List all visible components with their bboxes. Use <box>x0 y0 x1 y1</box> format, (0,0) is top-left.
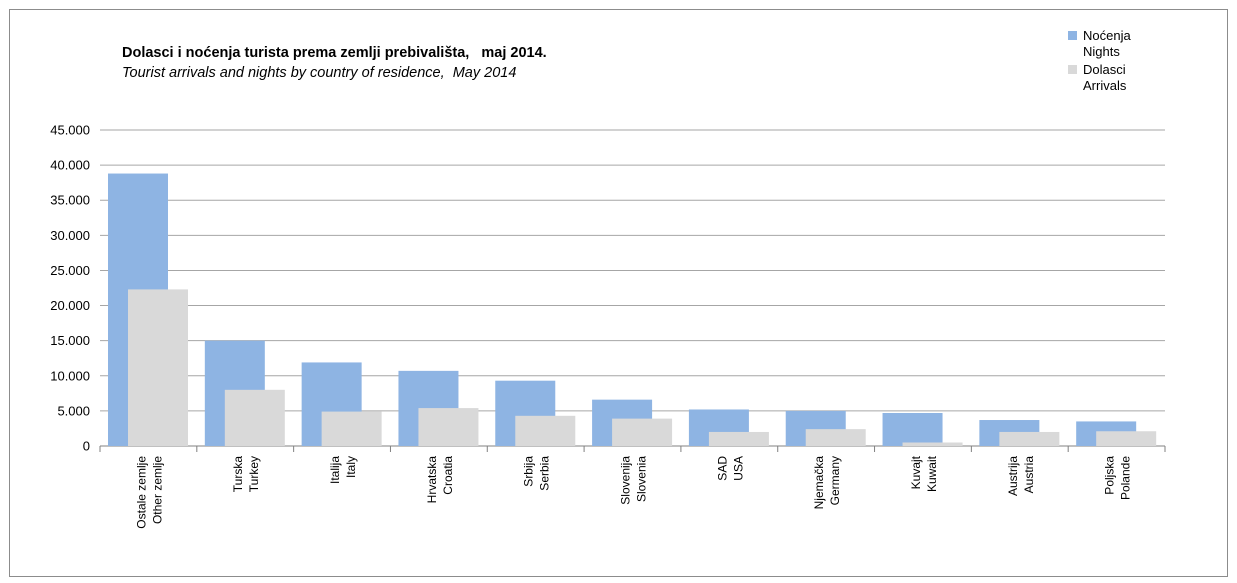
x-tick-label-english: Other zemlje <box>150 456 164 524</box>
x-tick-label-english: Slovenia <box>635 456 649 502</box>
x-tick-label-english: Kuwait <box>925 455 939 492</box>
chart-subtitle: Tourist arrivals and nights by country o… <box>122 65 516 81</box>
y-tick-label: 0 <box>83 439 90 454</box>
x-tick-label-local: Turska <box>231 456 245 493</box>
chart-title: Dolasci i noćenja turista prema zemlji p… <box>122 45 547 61</box>
bar-arrivals <box>515 415 576 446</box>
bar-arrivals <box>418 408 479 446</box>
bar-chart: Dolasci i noćenja turista prema zemlji p… <box>50 28 1166 529</box>
x-tick-label-local: Hrvatska <box>425 456 439 504</box>
x-tick-label-english: Polande <box>1119 456 1133 500</box>
y-tick-label: 40.000 <box>50 158 90 173</box>
y-tick-label: 25.000 <box>50 263 90 278</box>
y-tick-label: 5.000 <box>57 403 90 418</box>
bar-arrivals <box>999 431 1060 446</box>
bar-arrivals <box>321 411 382 446</box>
legend-label-local: Noćenja <box>1083 28 1131 43</box>
legend-label-english: Arrivals <box>1083 78 1127 93</box>
bar-arrivals <box>612 418 673 446</box>
bar-arrivals <box>1096 431 1157 446</box>
x-tick-label-local: Kuvajt <box>909 455 923 489</box>
x-tick-label-local: Ostale zemlje <box>134 456 148 529</box>
legend-swatch <box>1068 65 1077 74</box>
bar-arrivals <box>708 431 769 446</box>
x-tick-label-english: USA <box>731 456 745 481</box>
y-axis: 0 5.000 10.000 15.000 20.000 25.000 30.000 35.0… <box>50 123 90 454</box>
x-tick-label-english: Germany <box>828 456 842 505</box>
x-tick-label-english: Croatia <box>441 456 455 495</box>
x-tick-label-english: Austria <box>1022 456 1036 494</box>
legend-label-english: Nights <box>1083 44 1120 59</box>
x-tick-label-local: Italija <box>328 456 342 484</box>
x-tick-label-local: Njemačka <box>812 456 826 510</box>
x-axis: Ostale zemlje Other zemlje Turska Turkey Ita… <box>99 446 1166 529</box>
x-tick-label-english: Turkey <box>247 456 261 492</box>
x-tick-label-local: Srbija <box>522 456 536 487</box>
x-tick-label-english: Serbia <box>538 456 552 491</box>
chart-frame: Dolasci i noćenja turista prema zemlji p… <box>9 9 1228 577</box>
bar-arrivals <box>805 429 866 446</box>
bar-arrivals <box>224 389 285 446</box>
bars <box>108 173 1157 446</box>
y-tick-label: 35.000 <box>50 193 90 208</box>
y-tick-label: 30.000 <box>50 228 90 243</box>
x-tick-label-local: Slovenija <box>619 456 633 505</box>
x-tick-label-english: Italy <box>344 456 358 478</box>
y-tick-label: 10.000 <box>50 368 90 383</box>
x-tick-label-local: SAD <box>715 456 729 481</box>
legend-swatch <box>1068 31 1077 40</box>
y-tick-label: 15.000 <box>50 333 90 348</box>
y-tick-label: 20.000 <box>50 298 90 313</box>
bar-nights <box>882 412 943 446</box>
legend-label-local: Dolasci <box>1083 62 1126 77</box>
x-tick-label-local: Austrija <box>1006 456 1020 496</box>
bar-arrivals <box>128 289 188 446</box>
bar-arrivals <box>902 442 963 446</box>
x-tick-label-local: Poljska <box>1103 456 1117 495</box>
y-tick-label: 45.000 <box>50 123 90 138</box>
